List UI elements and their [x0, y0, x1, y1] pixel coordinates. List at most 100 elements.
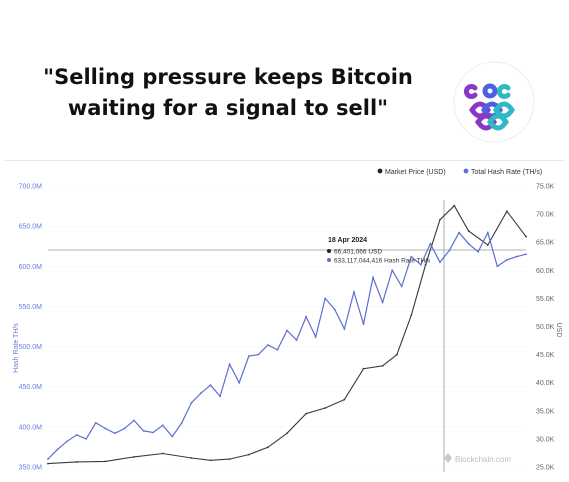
legend-price-marker — [377, 168, 383, 174]
left-axis-title: Hash Rate TH/s — [13, 323, 20, 373]
left-tick-label: 600.0M — [19, 264, 43, 271]
price-points — [47, 204, 527, 465]
hash-point — [56, 448, 59, 451]
hash-point — [219, 395, 221, 398]
left-tick-label: 500.0M — [19, 344, 43, 351]
chart-tooltip: 18 Apr 2024 66,401,066 USD 633,117,044,4… — [327, 237, 431, 265]
right-axis-title: USD — [555, 323, 562, 338]
left-tick-label: 450.0M — [19, 384, 43, 391]
hash-point — [439, 261, 441, 264]
tooltip-price: 66,401,066 USD — [334, 249, 382, 256]
tooltip-date: 18 Apr 2024 — [328, 237, 367, 244]
price-point — [453, 204, 456, 207]
price-point — [381, 364, 384, 367]
chart-panel: Market Price (USD) Total Hash Rate (TH/s… — [4, 160, 565, 477]
hash-point — [180, 421, 183, 424]
tooltip-price-marker — [327, 249, 331, 253]
right-tick-label: 45.0K — [536, 352, 555, 359]
hash-point — [66, 440, 69, 443]
right-tick-label: 25.0K — [536, 465, 555, 472]
hash-point — [505, 258, 508, 261]
hash-point — [114, 432, 116, 435]
left-tick-label: 550.0M — [19, 304, 43, 311]
legend-price-label: Market Price (USD) — [385, 169, 446, 176]
hash-point — [238, 381, 241, 384]
watermark: Blockchain.com — [444, 453, 511, 464]
price-point — [362, 367, 365, 370]
price-point — [396, 353, 398, 356]
price-point — [467, 230, 470, 232]
hash-point — [75, 433, 78, 436]
hash-point — [314, 336, 317, 338]
legend-hash-label: Total Hash Rate (TH/s) — [471, 169, 542, 176]
price-point — [525, 235, 527, 238]
hash-point — [362, 323, 365, 325]
left-axis-ticks: 350.0M 400.0M 450.0M 500.0M 550.0M 600.0M 650.… — [19, 184, 43, 472]
right-tick-label: 60.0K — [536, 268, 555, 275]
hash-point — [47, 458, 49, 460]
hash-point — [400, 285, 403, 288]
hash-point — [458, 231, 460, 234]
right-tick-label: 65.0K — [536, 240, 555, 247]
left-tick-label: 350.0M — [19, 465, 43, 472]
price-point — [324, 407, 327, 409]
hash-point — [410, 255, 413, 258]
right-tick-label: 30.0K — [536, 436, 555, 443]
price-point — [104, 460, 107, 463]
price-point — [439, 218, 441, 221]
hash-point — [266, 344, 269, 346]
hash-point — [391, 269, 394, 272]
left-tick-label: 650.0M — [19, 224, 43, 231]
hash-point — [209, 384, 212, 387]
hash-point — [276, 348, 279, 351]
hash-point — [228, 363, 231, 366]
source-watermark: Blockchain.com — [455, 455, 511, 464]
gridlines — [48, 185, 526, 468]
hash-point — [133, 419, 135, 422]
series-line-market-price — [47, 204, 527, 465]
hash-point — [324, 297, 327, 300]
price-point — [75, 461, 78, 463]
tooltip-hash: 633,117,044,416 Hash Rate TH/s — [334, 258, 431, 265]
hash-point — [515, 255, 518, 258]
price-point — [343, 398, 346, 401]
legend-hash-marker — [463, 168, 469, 174]
hashrate-price-chart: Market Price (USD) Total Hash Rate (TH/s… — [13, 168, 562, 472]
hash-point — [161, 424, 164, 427]
hash-point — [152, 431, 155, 434]
right-tick-label: 55.0K — [536, 296, 555, 303]
hash-point — [496, 265, 499, 268]
right-tick-label: 35.0K — [536, 408, 555, 415]
price-point — [190, 457, 193, 459]
left-tick-label: 700.0M — [19, 184, 43, 191]
price-point — [47, 462, 49, 465]
price-point — [161, 452, 164, 455]
hash-point — [467, 242, 470, 245]
price-point — [133, 455, 135, 458]
hash-point — [343, 328, 346, 330]
right-tick-label: 40.0K — [536, 380, 555, 387]
right-tick-label: 50.0K — [536, 324, 555, 331]
hash-point — [257, 353, 260, 356]
price-point — [266, 446, 269, 449]
hash-point — [247, 355, 250, 358]
right-tick-label: 75.0K — [536, 184, 555, 191]
price-point — [247, 453, 250, 456]
hash-point — [200, 392, 202, 395]
hash-point — [171, 435, 174, 438]
price-point — [424, 263, 427, 266]
headline: "Selling pressure keeps Bitcoin waiting … — [43, 65, 413, 120]
hash-point — [94, 421, 97, 424]
hash-point — [419, 263, 422, 266]
hash-point — [104, 427, 107, 430]
coq-logo — [453, 61, 535, 143]
hash-point — [448, 249, 451, 252]
hash-points — [47, 231, 527, 460]
tooltip-hash-marker — [327, 258, 331, 262]
hash-point — [295, 339, 298, 342]
hash-point — [190, 401, 193, 404]
left-tick-label: 400.0M — [19, 424, 43, 431]
price-point — [286, 432, 288, 435]
price-point — [486, 244, 489, 246]
blockchain-icon — [444, 453, 452, 463]
